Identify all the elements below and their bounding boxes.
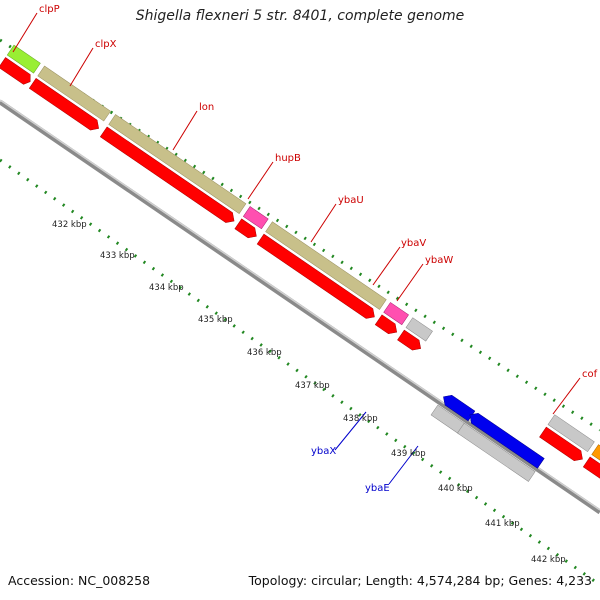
gene-cof-neighbor[interactable] xyxy=(547,414,595,453)
gene-ybaW[interactable] xyxy=(405,317,433,342)
gene-ybaV[interactable] xyxy=(383,302,409,326)
cds-ybaE[interactable] xyxy=(466,410,545,469)
cds-ybaV[interactable] xyxy=(374,314,400,337)
cds-clpP[interactable] xyxy=(0,57,34,87)
callout-clpX xyxy=(69,47,94,87)
forward-cds-track xyxy=(0,57,600,485)
position-ticks: 432 kbp 433 kbp 434 kbp 435 kbp 436 kbp … xyxy=(52,220,566,565)
map-title: Shigella flexneri 5 str. 8401, complete … xyxy=(135,8,465,24)
tick-label: 436 kbp xyxy=(247,348,282,358)
tick-label: 432 kbp xyxy=(52,220,87,230)
callout-clpP xyxy=(12,12,38,53)
cds-cof[interactable] xyxy=(582,456,600,485)
reverse-gene-track xyxy=(430,392,545,482)
forward-gene-track xyxy=(6,44,600,473)
tick-label: 435 kbp xyxy=(198,315,233,325)
cds-ybaX[interactable] xyxy=(440,392,476,422)
accession-text: Accession: NC_008258 xyxy=(8,573,151,588)
callout-cof xyxy=(552,377,581,415)
cds-hupB[interactable] xyxy=(234,218,260,241)
callout-ybaW xyxy=(396,263,424,302)
tick-label: 433 kbp xyxy=(100,251,135,261)
tick-label: 437 kbp xyxy=(295,381,330,391)
label-ybaV[interactable]: ybaV xyxy=(401,238,426,249)
gene-hupB[interactable] xyxy=(242,206,269,230)
cds-clpX[interactable] xyxy=(28,78,102,133)
tick-label: 441 kbp xyxy=(485,519,520,529)
label-clpP[interactable]: clpP xyxy=(39,4,60,15)
callout-lines xyxy=(12,12,581,485)
label-ybaW[interactable]: ybaW xyxy=(425,255,453,266)
callout-lon xyxy=(172,110,198,151)
gene-ybaU[interactable] xyxy=(265,221,387,310)
gene-clpX[interactable] xyxy=(37,65,111,122)
tick-label: 439 kbp xyxy=(391,449,426,459)
callout-ybaE xyxy=(388,445,419,485)
tick-label: 442 kbp xyxy=(531,555,566,565)
callout-ybaV xyxy=(372,246,401,286)
cds-ybaW[interactable] xyxy=(397,329,424,353)
tick-label: 434 kbp xyxy=(149,283,184,293)
label-ybaU[interactable]: ybaU xyxy=(338,195,364,206)
callout-ybaU xyxy=(310,203,337,243)
gene-cof[interactable] xyxy=(591,444,600,473)
callout-ybaX xyxy=(334,411,367,451)
cds-lon[interactable] xyxy=(99,126,237,226)
genome-summary-text: Topology: circular; Length: 4,574,284 bp… xyxy=(248,573,592,588)
label-ybaE[interactable]: ybaE xyxy=(365,483,390,494)
cds-cof-neighbor[interactable] xyxy=(539,426,585,464)
gene-labels: clpP clpX lon hupB ybaU ybaV ybaW cof yb… xyxy=(39,4,598,494)
label-clpX[interactable]: clpX xyxy=(95,39,117,50)
gene-ybaE[interactable] xyxy=(457,422,536,482)
genome-backbone xyxy=(0,99,600,515)
label-ybaX[interactable]: ybaX xyxy=(311,446,336,457)
inner-dotted-track xyxy=(0,158,600,587)
label-hupB[interactable]: hupB xyxy=(275,153,301,164)
tick-label: 438 kbp xyxy=(343,414,378,424)
callout-hupB xyxy=(247,161,274,200)
dotted-tracks xyxy=(0,38,600,587)
gene-lon[interactable] xyxy=(108,114,247,214)
label-lon[interactable]: lon xyxy=(199,102,214,113)
label-cof[interactable]: cof xyxy=(582,369,598,380)
tick-label: 440 kbp xyxy=(438,484,473,494)
cds-ybaU[interactable] xyxy=(256,233,378,322)
gene-clpP[interactable] xyxy=(6,44,41,74)
